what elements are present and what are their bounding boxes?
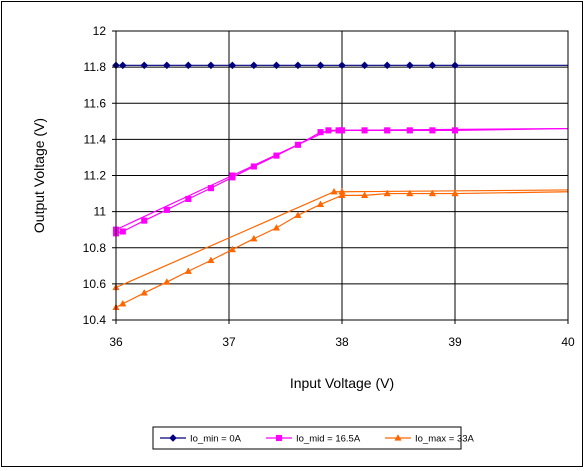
data-point (316, 61, 325, 70)
line-chart: 10.4 10.6 10.8 11 11.2 11.4 11.6 11.8 12 36 37 38 39… (31, 24, 575, 450)
series-line (115, 127, 569, 231)
legend-marker (394, 434, 402, 441)
data-point (272, 223, 281, 231)
data-point (316, 200, 325, 208)
y-tick-label: 11.4 (84, 132, 107, 146)
data-point (338, 61, 346, 70)
y-tick-label: 12 (93, 24, 107, 38)
data-point (140, 288, 148, 296)
x-tick-label: 37 (222, 335, 236, 349)
y-tick-label: 10.8 (83, 241, 107, 255)
data-point (229, 172, 236, 179)
x-axis-label: Input Voltage (V) (290, 375, 394, 391)
data-point (406, 189, 414, 197)
legend: Io_min = 0A Io_mid = 16.5A Io_max = 33A (152, 426, 475, 450)
axes: 10.4 10.6 10.8 11 11.2 11.4 11.6 11.8 12 36 37 38 39… (83, 24, 575, 349)
data-point (119, 61, 127, 70)
data-point (360, 191, 369, 199)
data-point (383, 61, 391, 70)
series-4 (112, 187, 569, 291)
legend-marker (275, 434, 283, 442)
y-tick-label: 11.8 (84, 60, 107, 74)
data-point (272, 61, 281, 70)
data-point (451, 127, 459, 134)
y-tick-label: 11 (94, 205, 107, 219)
series-line (115, 191, 569, 308)
y-tick-label: 11.2 (84, 169, 107, 183)
data-point (163, 278, 171, 285)
data-point (451, 189, 459, 197)
data-point (250, 234, 258, 242)
x-tick-label: 40 (561, 335, 575, 349)
series-3 (112, 189, 569, 311)
data-point (250, 61, 258, 70)
data-point (119, 299, 127, 307)
data-point (184, 267, 192, 274)
data-point (294, 211, 302, 218)
legend-item: Io_min = 0A (160, 434, 242, 445)
y-tick-label: 11.6 (84, 96, 107, 110)
data-point (325, 127, 332, 134)
data-point (451, 61, 459, 70)
data-point (429, 127, 436, 134)
data-point (184, 61, 193, 70)
plot-border (115, 30, 569, 321)
legend-label: Io_mid = 16.5A (296, 434, 361, 445)
data-point (163, 61, 171, 70)
y-tick-label: 10.6 (83, 277, 107, 291)
data-point (228, 61, 237, 70)
y-tick-label: 10.4 (83, 313, 107, 327)
x-tick-label: 36 (109, 335, 123, 349)
data-point (163, 206, 170, 213)
legend-item: Io_max = 33A (385, 434, 475, 445)
data-point (140, 61, 149, 70)
data-point (428, 61, 437, 70)
data-point (338, 191, 346, 199)
data-point (294, 61, 302, 70)
data-point (141, 217, 148, 224)
data-point (207, 61, 215, 70)
series-layer (112, 61, 569, 311)
legend-marker (169, 434, 177, 442)
data-point (228, 245, 237, 253)
data-point (330, 187, 338, 195)
legend-box (152, 426, 462, 450)
data-point (360, 61, 369, 70)
data-point (338, 187, 346, 195)
x-tick-label: 39 (448, 335, 462, 349)
data-point (406, 61, 414, 70)
x-tick-label: 38 (335, 335, 349, 349)
data-point (428, 189, 437, 197)
legend-item: Io_mid = 16.5A (266, 434, 361, 445)
data-point (383, 189, 391, 197)
series-line (115, 189, 569, 289)
legend-label: Io_max = 33A (415, 434, 475, 445)
data-point (119, 228, 126, 235)
legend-label: Io_min = 0A (190, 434, 242, 445)
data-point (207, 256, 215, 264)
series-1 (112, 61, 568, 70)
y-axis-label: Output Voltage (V) (31, 118, 47, 233)
